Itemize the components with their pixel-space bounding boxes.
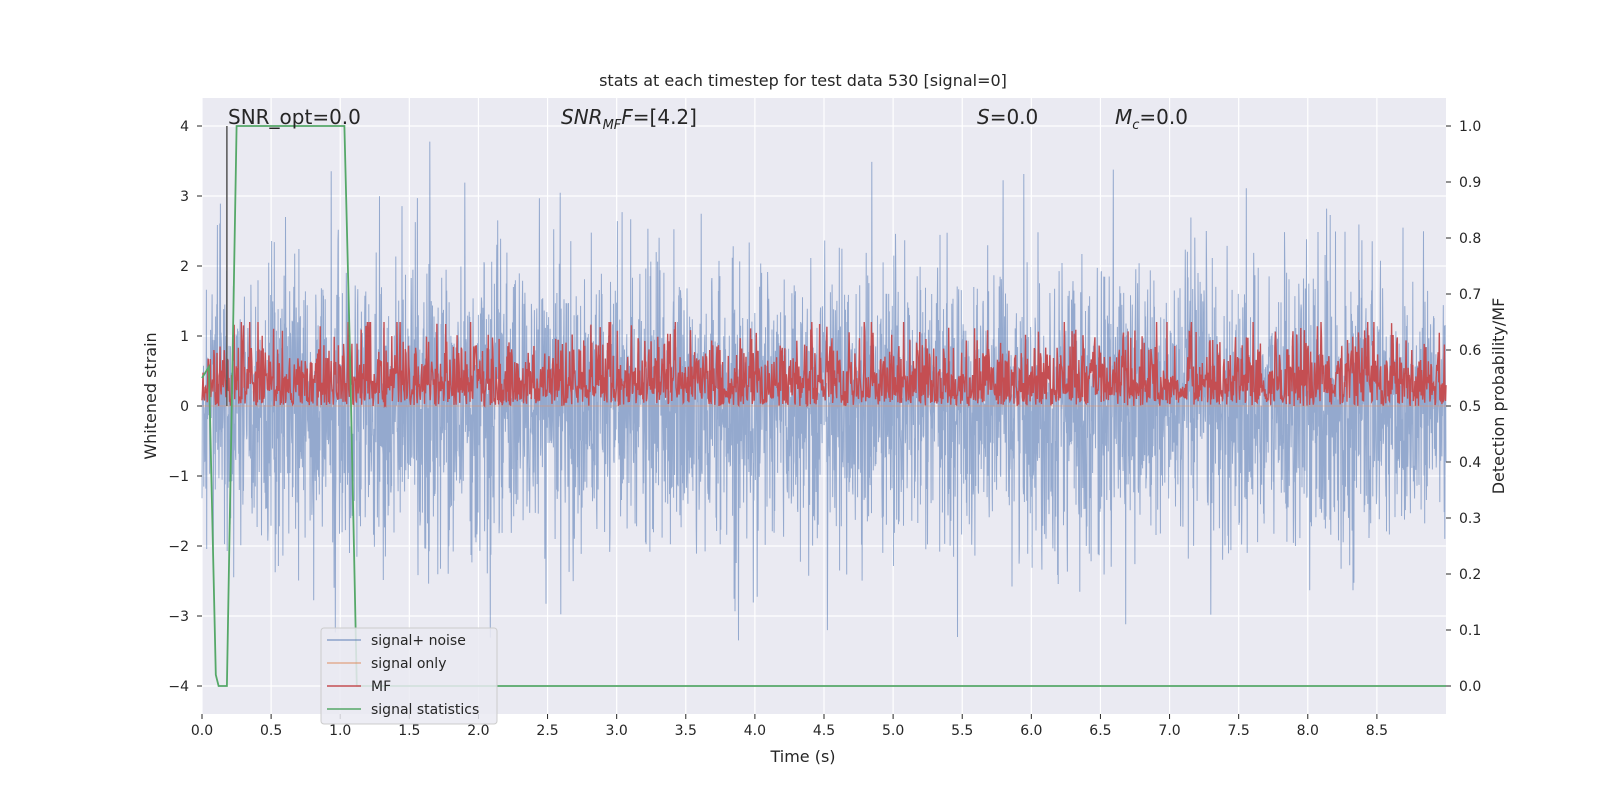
legend-item-signal: signal only bbox=[371, 656, 446, 672]
y-right-tick-label: 0.3 bbox=[1459, 511, 1481, 527]
mc-sub: c bbox=[1132, 118, 1139, 133]
mc-value: =0.0 bbox=[1139, 105, 1188, 129]
x-tick-label: 1.5 bbox=[398, 723, 420, 739]
y-axis-label: Whitened strain bbox=[141, 332, 160, 459]
x-tick-label: 6.5 bbox=[1089, 723, 1111, 739]
y-right-tick-label: 0.2 bbox=[1459, 567, 1481, 583]
legend-item-stats: signal statistics bbox=[371, 702, 479, 718]
y-right-tick-label: 0.7 bbox=[1459, 287, 1481, 303]
series-mf bbox=[201, 321, 1447, 409]
y-right-tick-label: 0.0 bbox=[1459, 679, 1481, 695]
y-tick-label: 0 bbox=[180, 399, 189, 415]
x-tick-label: 5.0 bbox=[882, 723, 904, 739]
y-tick-label: 2 bbox=[180, 259, 189, 275]
chart-title: stats at each timestep for test data 530… bbox=[599, 71, 1007, 90]
x-tick-label: 0.5 bbox=[260, 723, 282, 739]
snr-mf-annotation: SNRMFF=[4.2] bbox=[561, 105, 697, 133]
y-axis-right: 0.0 0.1 0.2 0.3 0.4 0.5 0.6 0.7 0.8 0.9 1.0 bbox=[1446, 119, 1481, 695]
legend-item-noise: signal+ noise bbox=[371, 633, 466, 649]
x-axis: 0.0 0.5 1.0 1.5 2.0 2.5 3.0 3.5 4.0 4.5 5.0 5.5 6.0 6… bbox=[191, 714, 1388, 739]
y-right-tick-label: 0.4 bbox=[1459, 455, 1481, 471]
s-label: S bbox=[977, 105, 990, 129]
mc-annotation: Mc=0.0 bbox=[1115, 105, 1188, 133]
x-tick-label: 7.5 bbox=[1228, 723, 1250, 739]
x-axis-label: Time (s) bbox=[769, 747, 835, 766]
y-tick-label: 3 bbox=[180, 189, 189, 205]
y-axis-label-right: Detection probability/MF bbox=[1489, 298, 1508, 495]
snr-mf-sub: MF bbox=[603, 118, 622, 133]
y-right-tick-label: 0.9 bbox=[1459, 175, 1481, 191]
snr-mf-base: SNR bbox=[561, 105, 603, 129]
legend-item-mf: MF bbox=[371, 679, 391, 695]
y-right-tick-label: 0.6 bbox=[1459, 343, 1481, 359]
x-tick-label: 5.5 bbox=[951, 723, 973, 739]
s-value: =0.0 bbox=[990, 105, 1039, 129]
y-axis-left: −4 −3 −2 −1 0 1 2 3 4 bbox=[168, 119, 202, 695]
y-tick-label: 4 bbox=[180, 119, 189, 135]
y-right-tick-label: 0.5 bbox=[1459, 399, 1481, 415]
x-tick-label: 2.5 bbox=[536, 723, 558, 739]
plot-area bbox=[201, 98, 1447, 714]
x-tick-label: 8.5 bbox=[1366, 723, 1388, 739]
x-tick-label: 3.5 bbox=[675, 723, 697, 739]
y-right-tick-label: 1.0 bbox=[1459, 119, 1481, 135]
y-tick-label: 1 bbox=[180, 329, 189, 345]
legend-box bbox=[320, 627, 498, 725]
mc-base: M bbox=[1115, 105, 1132, 129]
x-tick-label: 8.0 bbox=[1297, 723, 1319, 739]
y-tick-label: −1 bbox=[168, 469, 189, 485]
y-right-tick-label: 0.8 bbox=[1459, 231, 1481, 247]
x-tick-label: 3.0 bbox=[606, 723, 628, 739]
y-tick-label: −2 bbox=[168, 539, 189, 555]
x-tick-label: 4.5 bbox=[813, 723, 835, 739]
y-right-tick-label: 0.1 bbox=[1459, 623, 1481, 639]
x-tick-label: 2.0 bbox=[467, 723, 489, 739]
x-tick-label: 7.0 bbox=[1158, 723, 1180, 739]
x-tick-label: 6.0 bbox=[1020, 723, 1042, 739]
s-annotation: S=0.0 bbox=[977, 105, 1038, 129]
snr-mf-rest: =[4.2] bbox=[633, 105, 697, 129]
y-tick-label: −4 bbox=[168, 679, 189, 695]
snr-opt-annotation: SNR_opt=0.0 bbox=[228, 105, 361, 129]
x-tick-label: 0.0 bbox=[191, 723, 213, 739]
x-tick-label: 1.0 bbox=[329, 723, 351, 739]
y-tick-label: −3 bbox=[168, 609, 189, 625]
legend: signal+ noise signal only MF signal stat… bbox=[320, 627, 498, 725]
x-tick-label: 4.0 bbox=[744, 723, 766, 739]
